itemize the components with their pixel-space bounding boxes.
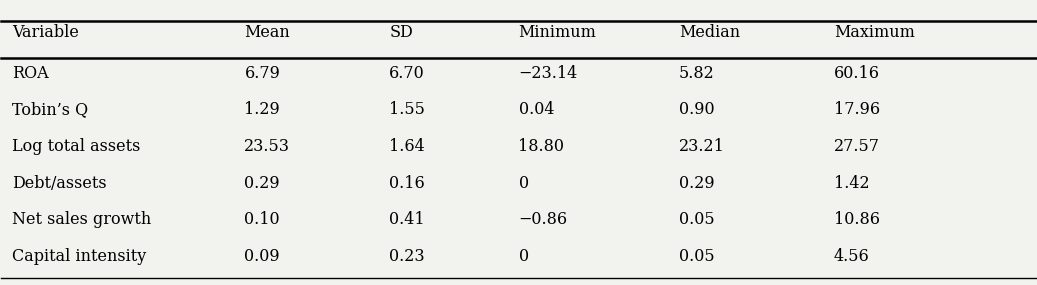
Text: 23.53: 23.53	[245, 138, 290, 155]
Text: 60.16: 60.16	[834, 65, 880, 82]
Text: 0.29: 0.29	[679, 175, 714, 192]
Text: Net sales growth: Net sales growth	[11, 211, 151, 229]
Text: 4.56: 4.56	[834, 248, 870, 265]
Text: Maximum: Maximum	[834, 24, 915, 41]
Text: 0.04: 0.04	[518, 101, 554, 119]
Text: 0.90: 0.90	[679, 101, 714, 119]
Text: 1.29: 1.29	[245, 101, 280, 119]
Text: −0.86: −0.86	[518, 211, 567, 229]
Text: 6.70: 6.70	[389, 65, 425, 82]
Text: SD: SD	[389, 24, 413, 41]
Text: 0.41: 0.41	[389, 211, 425, 229]
Text: 0: 0	[518, 175, 529, 192]
Text: 0: 0	[518, 248, 529, 265]
Text: 17.96: 17.96	[834, 101, 880, 119]
Text: Median: Median	[679, 24, 740, 41]
Text: 6.79: 6.79	[245, 65, 280, 82]
Text: Mean: Mean	[245, 24, 290, 41]
Text: 1.55: 1.55	[389, 101, 425, 119]
Text: 10.86: 10.86	[834, 211, 880, 229]
Text: 0.05: 0.05	[679, 211, 714, 229]
Text: 23.21: 23.21	[679, 138, 725, 155]
Text: 0.23: 0.23	[389, 248, 425, 265]
Text: Log total assets: Log total assets	[11, 138, 140, 155]
Text: 0.09: 0.09	[245, 248, 280, 265]
Text: Tobin’s Q: Tobin’s Q	[11, 101, 88, 119]
Text: 5.82: 5.82	[679, 65, 714, 82]
Text: Debt/assets: Debt/assets	[11, 175, 107, 192]
Text: 1.64: 1.64	[389, 138, 425, 155]
Text: 0.10: 0.10	[245, 211, 280, 229]
Text: −23.14: −23.14	[518, 65, 578, 82]
Text: 27.57: 27.57	[834, 138, 880, 155]
Text: ROA: ROA	[11, 65, 49, 82]
Text: 18.80: 18.80	[518, 138, 564, 155]
Text: 0.29: 0.29	[245, 175, 280, 192]
Text: Variable: Variable	[11, 24, 79, 41]
Text: Minimum: Minimum	[518, 24, 596, 41]
Text: 0.05: 0.05	[679, 248, 714, 265]
Text: 0.16: 0.16	[389, 175, 425, 192]
Text: 1.42: 1.42	[834, 175, 870, 192]
Text: Capital intensity: Capital intensity	[11, 248, 146, 265]
